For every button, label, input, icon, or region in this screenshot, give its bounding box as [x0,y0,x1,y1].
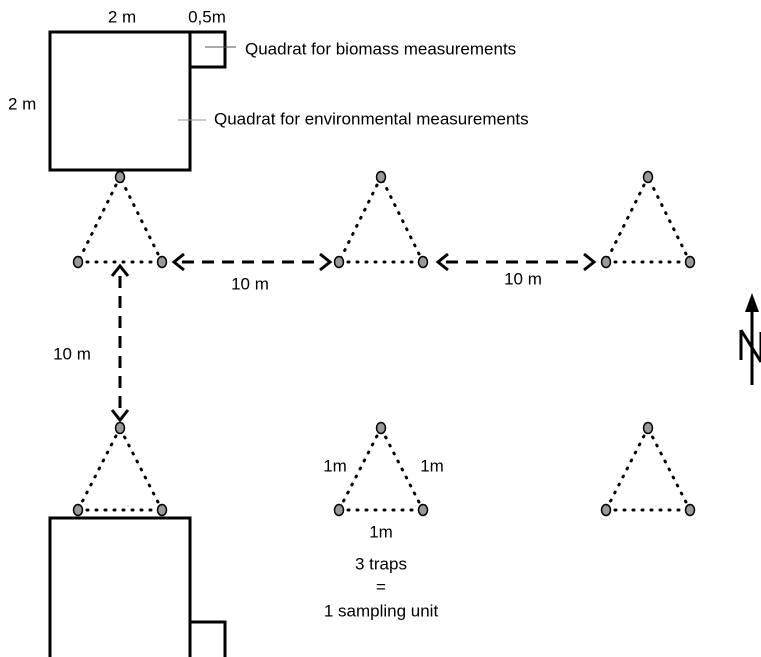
dotted-side [604,426,650,512]
dimension-label: 2 m [8,94,36,113]
arrowhead [110,263,130,277]
dotted-side [337,426,383,512]
trap [600,255,612,269]
dotted-side [379,426,425,512]
arrowhead [171,252,185,272]
legend-text: 1 sampling unit [324,601,439,620]
trap [684,255,696,269]
annotation: Quadrat for environmental measurements [214,109,529,128]
env-quadrat [48,30,192,172]
trap [642,170,654,184]
trap [375,170,387,184]
trap [72,503,84,517]
side-label: 1m [420,456,444,475]
trap [114,421,126,435]
north-arrow [739,293,761,385]
legend-text: = [376,577,386,596]
distance-label: 10 m [504,269,542,288]
trap [156,255,168,269]
dotted-side [76,175,122,264]
dotted-side [118,426,164,512]
trap [156,503,168,517]
trap [333,255,345,269]
dotted-side [118,175,164,264]
arrowhead [319,252,333,272]
trap [333,503,345,517]
trap [684,503,696,517]
trap [72,255,84,269]
env-quadrat [48,516,192,657]
dimension-label: 2 m [108,7,136,26]
distance-label: 10 m [53,344,91,363]
trap [114,170,126,184]
biomass-quadrat [188,620,227,657]
dotted-side [337,175,383,264]
biomass-quadrat [188,30,227,69]
traps [72,170,696,517]
dimension-label: 0,5m [188,7,226,26]
annotation: Quadrat for biomass measurements [245,39,516,58]
trap [375,421,387,435]
distance-label: 10 m [231,274,269,293]
side-label: 1m [323,456,347,475]
dotted-side [76,426,122,512]
dotted-side [604,175,650,264]
dotted-side [379,175,425,264]
trap [600,503,612,517]
arrowhead [110,409,130,423]
arrowhead [583,252,597,272]
legend-text: 3 traps [355,554,407,573]
side-label: 1m [369,522,393,541]
trap [417,255,429,269]
trap [417,503,429,517]
dotted-side [646,426,692,512]
trap [642,421,654,435]
arrowhead [435,252,449,272]
dotted-side [646,175,692,264]
